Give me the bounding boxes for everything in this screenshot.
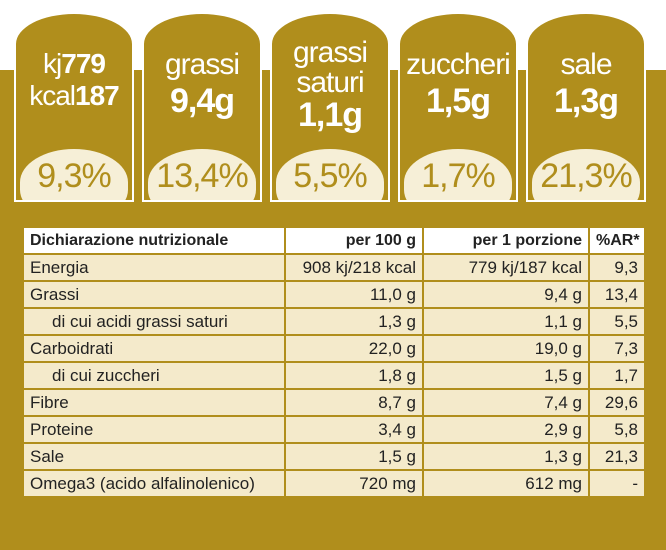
table-row: di cui acidi grassi saturi 1,3 g 1,1 g 5… — [22, 307, 646, 336]
row-ar: 1,7 — [588, 361, 646, 390]
sugars-tab: zuccheri 1,5g 1,7% — [398, 12, 518, 202]
salt-value: 1,3g — [553, 82, 619, 120]
table-row: Energia 908 kj/218 kcal 779 kj/187 kcal … — [22, 253, 646, 282]
row-portion: 612 mg — [422, 469, 590, 498]
row-per-100g: 1,3 g — [284, 307, 424, 336]
sugars-value: 1,5g — [425, 82, 491, 120]
row-per-100g: 11,0 g — [284, 280, 424, 309]
row-ar: 13,4 — [588, 280, 646, 309]
row-name: Energia — [22, 253, 286, 282]
row-ar: 9,3 — [588, 253, 646, 282]
row-name: di cui acidi grassi saturi — [22, 307, 286, 336]
salt-oval: 21,3% — [532, 149, 640, 200]
row-name: Omega3 (acido alfalinolenico) — [22, 469, 286, 498]
row-portion: 1,1 g — [422, 307, 590, 336]
table-header-row: Dichiarazione nutrizionale per 100 g per… — [22, 226, 646, 255]
fat-label: grassi — [164, 48, 240, 81]
kcal-value: 187 — [75, 80, 120, 111]
saturated-fat-tab: grassi saturi 1,1g 5,5% — [270, 12, 390, 202]
saturated-oval: 5,5% — [276, 149, 384, 200]
row-per-100g: 1,8 g — [284, 361, 424, 390]
saturated-label-1: grassi — [292, 36, 368, 69]
row-ar: 5,5 — [588, 307, 646, 336]
kcal-label: kcal — [29, 80, 76, 111]
fat-percent: 13,4% — [156, 157, 248, 195]
header-nutrition-declaration: Dichiarazione nutrizionale — [22, 226, 286, 255]
row-per-100g: 3,4 g — [284, 415, 424, 444]
saturated-percent: 5,5% — [293, 157, 367, 195]
row-name: Fibre — [22, 388, 286, 417]
fat-oval: 13,4% — [148, 149, 256, 200]
row-per-100g: 720 mg — [284, 469, 424, 498]
row-per-100g: 1,5 g — [284, 442, 424, 471]
row-portion: 19,0 g — [422, 334, 590, 363]
table-row: Proteine 3,4 g 2,9 g 5,8 — [22, 415, 646, 444]
row-ar: 5,8 — [588, 415, 646, 444]
row-per-100g: 22,0 g — [284, 334, 424, 363]
kj-label: kj — [43, 48, 62, 79]
saturated-label-2: saturi — [296, 66, 364, 99]
row-name: Carboidrati — [22, 334, 286, 363]
fat-tab: grassi 9,4g 13,4% — [142, 12, 262, 202]
row-portion: 9,4 g — [422, 280, 590, 309]
sugars-label: zuccheri — [406, 48, 511, 81]
energy-percent: 9,3% — [37, 157, 111, 195]
row-ar: 21,3 — [588, 442, 646, 471]
energy-tab: kj779 kcal187 9,3% — [14, 12, 134, 202]
sugars-oval: 1,7% — [404, 149, 512, 200]
nutrition-table-wrap: Dichiarazione nutrizionale per 100 g per… — [22, 226, 646, 498]
row-portion: 1,3 g — [422, 442, 590, 471]
table-row: Carboidrati 22,0 g 19,0 g 7,3 — [22, 334, 646, 363]
row-name: di cui zuccheri — [22, 361, 286, 390]
sugars-percent: 1,7% — [421, 157, 495, 195]
row-portion: 779 kj/187 kcal — [422, 253, 590, 282]
header-ar: %AR* — [588, 226, 646, 255]
table-row: Omega3 (acido alfalinolenico) 720 mg 612… — [22, 469, 646, 498]
row-name: Proteine — [22, 415, 286, 444]
row-per-100g: 908 kj/218 kcal — [284, 253, 424, 282]
row-per-100g: 8,7 g — [284, 388, 424, 417]
row-name: Grassi — [22, 280, 286, 309]
saturated-value: 1,1g — [297, 96, 363, 134]
row-portion: 1,5 g — [422, 361, 590, 390]
fat-value: 9,4g — [169, 82, 235, 120]
salt-percent: 21,3% — [540, 157, 632, 195]
header-per-100g: per 100 g — [284, 226, 424, 255]
row-ar: 29,6 — [588, 388, 646, 417]
salt-label: sale — [560, 48, 612, 81]
nutrition-table: Dichiarazione nutrizionale per 100 g per… — [22, 226, 646, 498]
row-name: Sale — [22, 442, 286, 471]
row-ar: 7,3 — [588, 334, 646, 363]
table-row: Grassi 11,0 g 9,4 g 13,4 — [22, 280, 646, 309]
salt-tab: sale 1,3g 21,3% — [526, 12, 646, 202]
row-portion: 7,4 g — [422, 388, 590, 417]
energy-kj-line: kj779 — [16, 50, 132, 78]
table-row: Sale 1,5 g 1,3 g 21,3 — [22, 442, 646, 471]
row-ar: - — [588, 469, 646, 498]
row-portion: 2,9 g — [422, 415, 590, 444]
energy-kcal-line: kcal187 — [16, 82, 132, 110]
table-row: di cui zuccheri 1,8 g 1,5 g 1,7 — [22, 361, 646, 390]
kj-value: 779 — [61, 48, 106, 79]
table-row: Fibre 8,7 g 7,4 g 29,6 — [22, 388, 646, 417]
header-per-portion: per 1 porzione — [422, 226, 590, 255]
energy-oval: 9,3% — [20, 149, 128, 200]
